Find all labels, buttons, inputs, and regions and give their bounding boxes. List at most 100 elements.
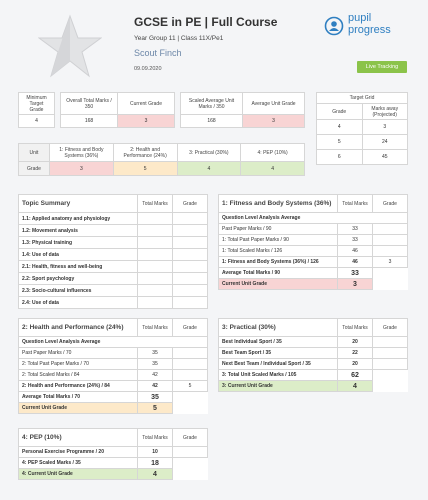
row: 1.3: Physical training — [18, 236, 208, 249]
header-cell: Grade — [372, 318, 408, 337]
row-marks: 42 — [137, 369, 173, 381]
row: Next Best Team / Individual Sport / 35 20 — [218, 358, 408, 370]
topic-summary-card: Topic Summary Total Marks Grade 1.1: Applie… — [18, 194, 208, 309]
row: 2.1: Health, fitness and well-being — [18, 260, 208, 273]
topic-name: 2.3: Socio-cultural influences — [18, 284, 138, 297]
row: 6 45 — [316, 149, 408, 165]
table: Overall Total Marks / 350 Current Grade 16… — [60, 92, 175, 128]
cell — [172, 236, 208, 249]
header-cell: Marks away (Projected) — [361, 103, 408, 120]
live-tracking-button[interactable]: Live Tracking — [357, 61, 407, 73]
total-label: Average Total Marks / 70 — [18, 391, 138, 403]
cell — [172, 260, 208, 273]
total-value: 18 — [137, 457, 173, 469]
row: Personal Exercise Programme / 20 10 — [18, 446, 208, 458]
row-label: 1: Fitness and Body Systems (36%) / 126 — [218, 256, 338, 268]
value-cell: 24 — [361, 134, 408, 150]
cell — [372, 223, 408, 235]
row: 2: Total Past Paper Marks / 70 35 — [18, 358, 208, 370]
total-label: Current Unit Grade — [18, 402, 138, 414]
cell — [373, 279, 408, 290]
row-label: 2: Health and Performance (24%) / 84 — [18, 380, 138, 392]
row-marks: 22 — [337, 347, 373, 359]
table: Unit 1: Fitness and Body Systems (36%) 2: … — [18, 143, 305, 176]
row-label: 1: Total Past Paper Marks / 90 — [218, 234, 338, 246]
cell — [137, 236, 173, 249]
target-grid-box: Target Grid Grade Marks away (Projected) 4 3… — [316, 92, 408, 165]
topic-name: 1.3: Physical training — [18, 236, 138, 249]
section-card: 1: Fitness and Body Systems (36%) Total M… — [218, 194, 408, 290]
row: Best Individual Sport / 35 20 — [218, 336, 408, 348]
value-cell: 45 — [361, 149, 408, 165]
cell — [372, 347, 408, 359]
section-card: 2: Health and Performance (24%) Total Mar… — [18, 318, 208, 414]
cell — [372, 336, 408, 348]
row: Current Unit Grade 5 — [18, 402, 208, 414]
unit-grade: 4 — [240, 161, 305, 176]
row: 4 — [18, 114, 55, 128]
row-label: Next Best Team / Individual Sport / 35 — [218, 358, 338, 370]
table: Scaled Average Unit Marks / 350 Average U… — [180, 92, 305, 128]
topic-name: 1.2: Movement analysis — [18, 224, 138, 237]
header-cell: Total Marks — [337, 318, 373, 337]
cell — [137, 296, 173, 309]
header-cell: Minimum Target Grade — [18, 92, 55, 115]
total-label: 3: Current Unit Grade — [218, 380, 338, 392]
header-cell: Total Marks — [337, 194, 373, 213]
student-name: Scout Finch — [134, 48, 182, 58]
row-label: Best Team Sport / 35 — [218, 347, 338, 359]
header-cell: Grade — [172, 428, 208, 447]
header-cell: Total Marks — [137, 428, 173, 447]
cell — [137, 284, 173, 297]
total-label: Current Unit Grade — [218, 278, 338, 290]
total-label: Average Total Marks / 90 — [218, 267, 338, 279]
header-cell: Current Grade — [117, 92, 175, 115]
row-marks: 20 — [337, 358, 373, 370]
row: Scaled Average Unit Marks / 350 Average U… — [180, 92, 305, 115]
row-marks: 35 — [137, 358, 173, 370]
row-marks: 33 — [337, 234, 373, 246]
section-title: 2: Health and Performance (24%) — [18, 318, 138, 337]
logo-icon — [324, 16, 344, 36]
row: 1: Total Past Paper Marks / 90 33 — [218, 234, 408, 246]
subheader: Question Level Analysis Average — [218, 212, 408, 224]
value-cell: 4 — [18, 114, 55, 128]
table: 4: PEP (10%) Total Marks Grade Personal Exe… — [18, 428, 208, 480]
row: 2: Total Scaled Marks / 84 42 — [18, 369, 208, 381]
total-value: 35 — [137, 391, 173, 403]
unit-name: 1: Fitness and Body Systems (36%) — [49, 143, 114, 162]
cell — [173, 458, 208, 469]
unit-grade: 3 — [49, 161, 114, 176]
total-value: 4 — [137, 468, 173, 480]
unit-name: 2: Health and Performance (24%) — [112, 143, 178, 162]
row: 5 24 — [316, 134, 408, 150]
row-marks: 33 — [337, 223, 373, 235]
table: Target Grid Grade Marks away (Projected) 4 3… — [316, 92, 408, 165]
logo-star — [38, 14, 102, 78]
row: Topic Summary Total Marks Grade — [18, 194, 208, 213]
cell — [372, 245, 408, 257]
section-title: 1: Fitness and Body Systems (36%) — [218, 194, 338, 213]
total-label: 3: Total Unit Scaled Marks / 105 — [218, 369, 338, 381]
row-grade: 3 — [372, 256, 408, 268]
header-cell: Grade — [372, 194, 408, 213]
row: Past Paper Marks / 90 33 — [218, 223, 408, 235]
row: 168 3 — [60, 114, 175, 128]
header-cell: Total Marks — [137, 194, 173, 213]
cell — [373, 370, 408, 381]
header-cell: Grade — [172, 318, 208, 337]
value-cell: 4 — [316, 119, 363, 135]
row-marks: 46 — [337, 245, 373, 257]
cell — [172, 446, 208, 458]
row: 2: Health and Performance (24%) Total Mar… — [18, 318, 208, 337]
unit-grade: 4 — [176, 161, 242, 176]
row: 4: PEP (10%) Total Marks Grade — [18, 428, 208, 447]
topic-name: 2.2: Sport psychology — [18, 272, 138, 285]
row-grade: 5 — [172, 380, 208, 392]
row-label: Past Paper Marks / 90 — [218, 223, 338, 235]
overall-box: Overall Total Marks / 350 Current Grade 16… — [60, 92, 175, 128]
header-cell: Topic Summary — [18, 194, 138, 213]
cell — [172, 347, 208, 359]
